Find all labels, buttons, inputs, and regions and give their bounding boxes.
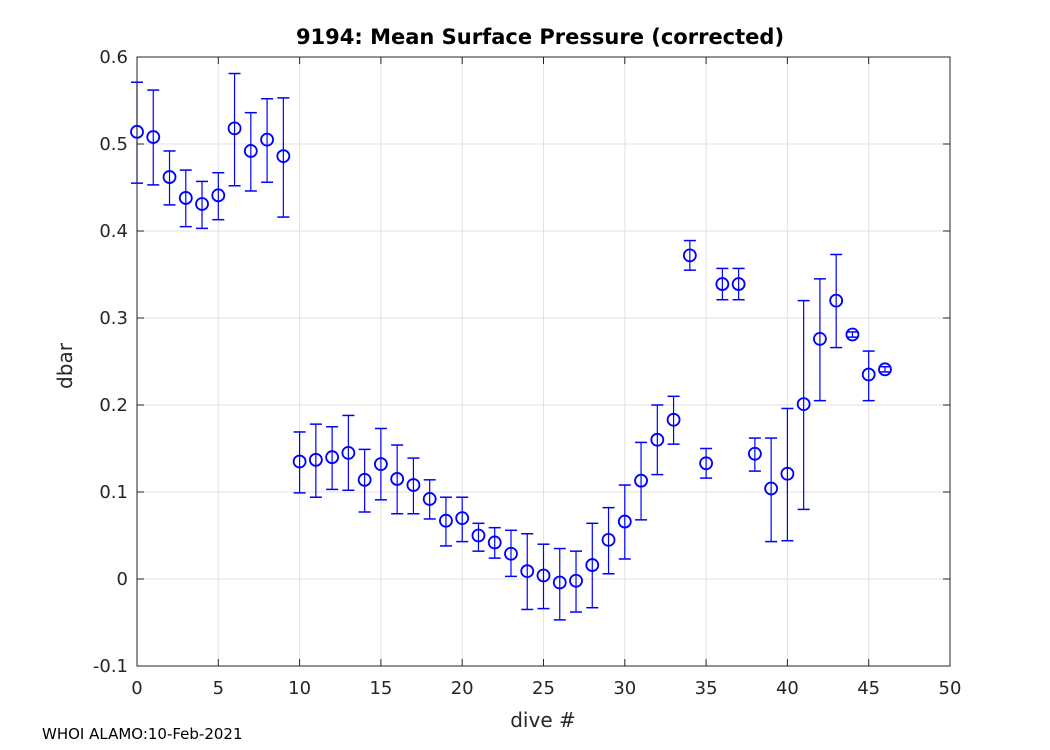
data-point [292, 454, 307, 469]
data-point [536, 568, 551, 583]
data-point [699, 456, 713, 471]
data-point [861, 367, 876, 382]
footer-stamp: WHOI ALAMO:10-Feb-2021 [42, 725, 243, 743]
x-axis-label: dive # [510, 708, 576, 732]
data-point [878, 362, 892, 377]
data-point [569, 573, 583, 588]
data-point [634, 473, 648, 488]
y-axis-label: dbar [53, 342, 77, 389]
x-tick-label: 20 [451, 678, 474, 699]
x-tick-label: 5 [213, 678, 224, 699]
data-point [813, 331, 827, 346]
data-point [373, 457, 388, 472]
data-point [845, 327, 860, 342]
data-point [390, 472, 405, 486]
data-markers [130, 121, 892, 590]
y-tick-label: 0.1 [99, 482, 128, 503]
y-tick-label: 0.6 [99, 47, 128, 68]
x-tick-label: 35 [695, 678, 718, 699]
data-point [520, 564, 535, 579]
chart-title: 9194: Mean Surface Pressure (corrected) [296, 25, 784, 49]
error-bars [131, 72, 891, 621]
x-tick-label: 40 [776, 678, 799, 699]
data-point [325, 450, 340, 465]
axis-ticks: 0 5 10 15 20 25 30 35 40 45 50-0.100.10.20.30.40.5… [93, 47, 962, 699]
y-tick-label: 0.4 [99, 221, 128, 242]
x-tick-label: 0 [131, 678, 142, 699]
data-point [308, 452, 323, 467]
x-tick-label: 10 [288, 678, 311, 699]
data-point [227, 121, 242, 136]
data-point [682, 248, 697, 263]
data-point [211, 188, 226, 203]
data-point [276, 149, 291, 164]
data-point [829, 293, 844, 308]
data-point [504, 546, 518, 561]
data-point [764, 481, 779, 496]
y-tick-label: 0 [117, 569, 128, 590]
data-point [747, 446, 762, 461]
data-point [650, 432, 665, 447]
x-tick-label: 15 [369, 678, 392, 699]
data-point [552, 575, 567, 590]
data-point [195, 197, 209, 211]
data-point [585, 558, 600, 572]
data-point [715, 277, 730, 291]
x-tick-label: 30 [613, 678, 636, 699]
data-point [178, 191, 193, 205]
data-point [439, 513, 453, 528]
data-point [146, 130, 161, 144]
data-point [780, 466, 795, 481]
data-point [243, 144, 258, 158]
y-tick-label: 0.3 [99, 308, 128, 329]
data-point [666, 412, 681, 427]
y-tick-label: -0.1 [93, 656, 128, 677]
data-point [162, 170, 177, 184]
data-point [422, 492, 437, 506]
y-tick-label: 0.2 [99, 395, 128, 416]
data-point [260, 132, 274, 147]
data-point [455, 511, 470, 525]
data-point [357, 472, 372, 487]
data-point [341, 445, 356, 460]
data-point [617, 514, 632, 529]
grid [137, 57, 950, 666]
data-point [601, 532, 616, 547]
data-point [487, 535, 502, 550]
y-tick-label: 0.5 [99, 134, 128, 155]
data-point [731, 277, 746, 291]
data-point [471, 528, 486, 543]
data-point [796, 397, 811, 412]
x-tick-label: 50 [939, 678, 962, 699]
x-tick-label: 25 [532, 678, 555, 699]
data-point [406, 478, 421, 492]
x-tick-label: 45 [857, 678, 880, 699]
